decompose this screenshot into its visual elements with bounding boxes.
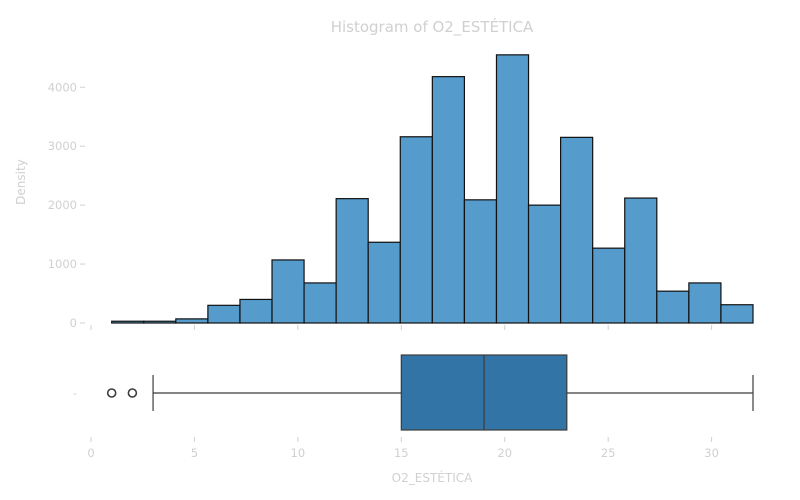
- x-tick-label: 25: [601, 446, 616, 460]
- y-tick-label: 4000: [48, 80, 77, 94]
- histogram-bar: [367, 241, 401, 324]
- y-axis: 0 1000 2000 3000 4000: [48, 80, 85, 330]
- x-axis: 0 5 10 15 20 25 30: [87, 437, 719, 460]
- boxplot: -: [73, 354, 754, 431]
- y-tick-label: 3000: [48, 139, 77, 153]
- x-tick-label: 20: [497, 446, 512, 460]
- histogram-bar: [399, 136, 433, 324]
- x-tick-label: 0: [87, 446, 94, 460]
- histogram-bar: [720, 304, 754, 324]
- histogram-bar: [207, 304, 241, 324]
- x-tick-label: 5: [191, 446, 198, 460]
- histogram-bar: [560, 136, 594, 324]
- y-tick-label: 1000: [48, 257, 77, 271]
- y-tick-label: 0: [70, 316, 77, 330]
- histogram-bar: [175, 318, 209, 324]
- histogram-bar: [688, 282, 722, 324]
- histogram-bars: [111, 54, 754, 324]
- x-tick-label: 10: [291, 446, 306, 460]
- histogram-bar: [624, 197, 658, 324]
- histogram-bar: [303, 282, 337, 324]
- histogram-bar: [463, 199, 498, 324]
- boxplot-outlier: [106, 388, 117, 398]
- chart-title: Histogram of O2_ESTÉTICA: [331, 17, 534, 37]
- histogram-bar: [143, 320, 177, 324]
- histogram-x-ticks: [90, 325, 713, 330]
- x-tick-label: 30: [704, 446, 719, 460]
- y-tick-label: 2000: [48, 198, 77, 212]
- boxplot-category-label: -: [73, 386, 77, 400]
- histogram-bar: [239, 298, 273, 324]
- histogram-bar: [592, 247, 626, 324]
- x-axis-label: O2_ESTÉTICA: [392, 470, 473, 485]
- histogram-bar: [111, 320, 145, 324]
- y-axis-label: Density: [14, 159, 28, 205]
- histogram-bar: [495, 54, 530, 324]
- boxplot-outlier: [127, 388, 138, 398]
- x-tick-label: 15: [394, 446, 409, 460]
- histogram-bar: [656, 290, 690, 324]
- histogram-bar: [431, 76, 466, 324]
- histogram-bar: [271, 259, 305, 324]
- histogram-bar: [527, 204, 562, 324]
- histogram-bar: [335, 198, 369, 324]
